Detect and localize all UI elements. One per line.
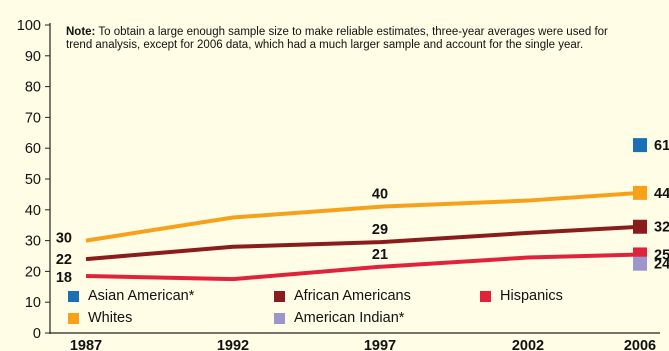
legend-swatch (68, 313, 79, 324)
series-line-hispanics (86, 254, 640, 279)
note-label: Note: (66, 26, 95, 38)
y-tick-label: 20 (25, 264, 41, 280)
y-tick-label: 70 (25, 110, 41, 126)
y-tick-label: 0 (33, 326, 41, 342)
legend-label: Hispanics (500, 288, 563, 304)
series-marker-american-indian (633, 257, 647, 271)
legend-item-american-indian: American Indian* (274, 310, 404, 326)
legend: Asian American* African Americans Hispan… (68, 288, 628, 332)
series-lines (86, 193, 640, 279)
data-label: 61* (654, 138, 669, 154)
data-label: 22 (56, 252, 72, 268)
data-label: 30 (56, 231, 72, 247)
y-tick-label: 50 (25, 172, 41, 188)
legend-swatch (68, 291, 79, 302)
x-tick-label: 2002 (512, 338, 544, 351)
legend-swatch (274, 313, 285, 324)
data-label: 44 (654, 186, 669, 202)
data-label: 21 (372, 247, 388, 263)
data-label: 32 (654, 220, 669, 236)
x-tick-label: 1987 (70, 338, 102, 351)
y-tick-label: 30 (25, 234, 41, 250)
data-label: 18 (56, 270, 72, 286)
data-label: 40 (372, 187, 388, 203)
x-tick-label: 1992 (217, 338, 249, 351)
legend-label: Asian American* (88, 288, 194, 304)
legend-item-hispanics: Hispanics (480, 288, 563, 304)
y-tick-label: 90 (25, 49, 41, 65)
legend-swatch (274, 291, 285, 302)
series-marker-whites (633, 186, 647, 200)
y-tick-label: 80 (25, 80, 41, 96)
series-line-african-americans (86, 227, 640, 259)
chart-note: Note: To obtain a large enough sample si… (66, 26, 626, 52)
series-marker-african-americans (633, 220, 647, 234)
y-ticks: 0 10 20 30 40 50 60 70 80 90 100 (17, 18, 50, 342)
legend-label: African Americans (294, 288, 411, 304)
y-tick-label: 40 (25, 203, 41, 219)
x-tick-label: 2006 (624, 338, 656, 351)
legend-item-asian-american: Asian American* (68, 288, 194, 304)
x-tick-label: 1997 (364, 338, 396, 351)
series-line-whites (86, 193, 640, 241)
y-tick-label: 60 (25, 141, 41, 157)
y-tick-label: 100 (17, 18, 41, 34)
x-tick-labels: 1987 1992 1997 2002 2006 (70, 338, 656, 351)
data-label: 29 (372, 222, 388, 238)
legend-item-african-americans: African Americans (274, 288, 411, 304)
legend-swatch (480, 291, 491, 302)
y-tick-label: 10 (25, 295, 41, 311)
legend-label: American Indian* (294, 310, 404, 326)
markers (633, 138, 647, 271)
legend-label: Whites (88, 310, 132, 326)
note-text: To obtain a large enough sample size to … (66, 26, 608, 51)
data-label: 24.6* (654, 257, 669, 273)
series-marker-asian-american (633, 138, 647, 152)
legend-item-whites: Whites (68, 310, 132, 326)
